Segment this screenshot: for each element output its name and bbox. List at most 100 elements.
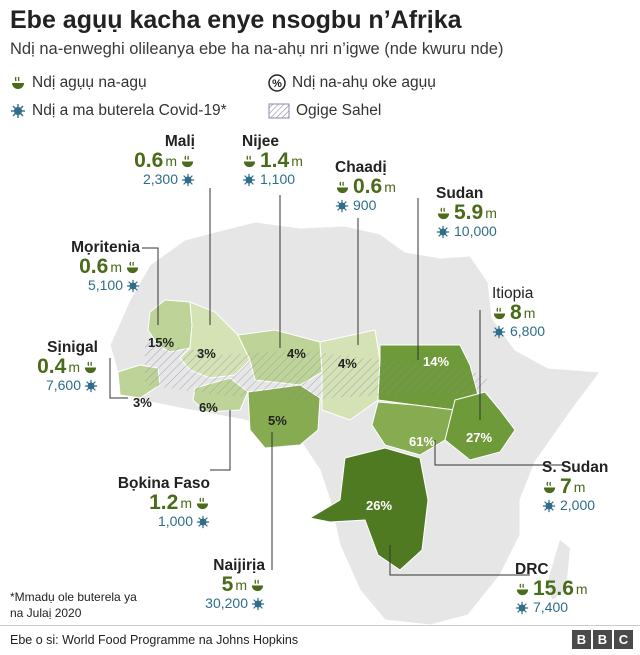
bowl-icon <box>83 360 98 375</box>
logo-letter: B <box>572 630 591 649</box>
south-sudan-shape <box>371 401 456 456</box>
country-name: Chaadị <box>335 159 387 176</box>
logo-letter: C <box>614 630 633 649</box>
hunger-value: 7 <box>560 475 572 499</box>
drc-shape <box>308 447 429 571</box>
pct-mali: 3% <box>197 346 216 361</box>
page-subtitle: Ndị na-enweghi olileanya ebe ha na-ahụ n… <box>10 40 504 58</box>
hunger-value: 0.6 <box>134 149 164 173</box>
bowl-icon <box>180 154 195 169</box>
bowl-icon <box>335 180 350 195</box>
callout-burkina: Bọkina Faso 1.2 m 1,000 <box>80 475 210 530</box>
country-name: Sịnigal <box>47 339 98 356</box>
page-title: Ebe agụụ kacha enye nsogbu n’Afrịka <box>10 6 462 34</box>
pct-burkina: 6% <box>199 400 218 415</box>
pct-nigeria: 5% <box>268 413 287 428</box>
hunger-value: 5.9 <box>454 201 484 225</box>
covid-cases: 900 <box>353 197 377 214</box>
country-name: Naijirịa <box>213 557 265 574</box>
unit: m <box>110 258 122 275</box>
pct-sudan: 14% <box>423 354 450 369</box>
ethiopia-shape <box>444 391 516 461</box>
hunger-value: 0.6 <box>79 255 109 279</box>
bowl-icon <box>515 582 530 597</box>
unit: m <box>68 358 80 375</box>
unit: m <box>165 152 177 169</box>
covid-cases: 2,000 <box>560 497 596 514</box>
legend-percent-label: Ndị na-ahụ oke agụụ <box>292 74 436 91</box>
callout-mauritania: Mọritenia 0.6 m 5,100 <box>40 239 140 293</box>
percent-icon: % <box>268 74 286 92</box>
source-credit: Ebe o si: World Food Programme na Johns … <box>10 633 299 647</box>
legend-sahel: Ogige Sahel <box>268 102 381 120</box>
sahel-band <box>145 340 490 400</box>
unit: m <box>384 178 396 195</box>
legend-sahel-label: Ogige Sahel <box>296 102 382 119</box>
pct-chad: 4% <box>338 356 357 371</box>
hunger-value: 0.4 <box>37 355 67 379</box>
unit: m <box>523 304 536 321</box>
country-name: Nijee <box>242 133 280 150</box>
pct-mauritania: 15% <box>148 335 175 350</box>
bowl-icon <box>436 206 451 221</box>
virus-icon <box>542 499 556 513</box>
virus-icon <box>492 325 506 339</box>
hunger-value: 15.6 <box>533 577 574 601</box>
unit: m <box>575 580 588 597</box>
country-name: Malị <box>164 133 195 150</box>
covid-cases: 7,600 <box>45 377 81 394</box>
legend-percent: % Ndị na-ahụ oke agụụ <box>268 74 436 92</box>
hunger-value: 8 <box>510 301 522 325</box>
bowl-icon <box>542 480 557 495</box>
virus-icon <box>335 199 349 213</box>
covid-cases: 1,000 <box>157 513 193 530</box>
callout-niger: Nijee 1.4 m 1,100 <box>242 133 306 188</box>
bbc-logo: B B C <box>572 630 633 649</box>
virus-icon <box>436 225 450 239</box>
covid-cases: 7,400 <box>533 599 569 616</box>
callout-drc: DRC 15.6 m 7,400 <box>515 561 591 616</box>
leader-lines <box>109 188 565 576</box>
virus-icon <box>196 515 210 529</box>
pct-drc: 26% <box>366 498 393 513</box>
virus-icon <box>84 379 98 393</box>
bowl-icon <box>10 75 26 91</box>
covid-cases: 10,000 <box>454 223 497 240</box>
covid-cases: 2,300 <box>142 171 178 188</box>
bowl-icon <box>195 496 210 511</box>
virus-icon <box>181 173 195 187</box>
legend-hunger-label: Ndị agụụ na-agụ <box>32 74 147 91</box>
country-name: Mọritenia <box>71 239 140 256</box>
covid-cases: 1,100 <box>260 171 296 188</box>
bowl-icon <box>242 154 257 169</box>
unit: m <box>573 478 586 495</box>
unit: m <box>291 152 303 169</box>
country-name: Bọkina Faso <box>117 475 210 492</box>
hunger-value: 5 <box>221 573 234 597</box>
hunger-value: 1.4 <box>260 149 290 173</box>
virus-icon <box>10 103 26 119</box>
bowl-icon <box>250 578 265 593</box>
legend-covid-label: Ndị a ma buterela Covid-19* <box>32 102 227 119</box>
country-name: DRC <box>515 561 549 578</box>
unit: m <box>180 494 192 511</box>
callout-chad: Chaadị 0.6 m 900 <box>335 159 399 214</box>
virus-icon <box>251 597 265 611</box>
virus-icon <box>126 279 140 293</box>
covid-cases: 30,200 <box>205 595 248 612</box>
callout-sudan: Sudan 5.9 m 10,000 <box>436 185 500 240</box>
pct-ethiopia: 27% <box>466 430 493 445</box>
callout-senegal: Sịnigal 0.4 m 7,600 <box>5 339 98 394</box>
bowl-icon <box>125 260 140 275</box>
country-name: Itiopia <box>492 285 534 302</box>
footnote: *Mmadụ ole buterela ya na Julaị 2020 <box>10 590 137 620</box>
pct-senegal: 3% <box>133 395 152 410</box>
hatch-swatch <box>268 103 290 119</box>
hunger-value: 1.2 <box>149 491 179 515</box>
pct-south-sudan: 61% <box>409 434 436 449</box>
pct-niger: 4% <box>287 346 306 361</box>
madagascar <box>548 540 570 600</box>
